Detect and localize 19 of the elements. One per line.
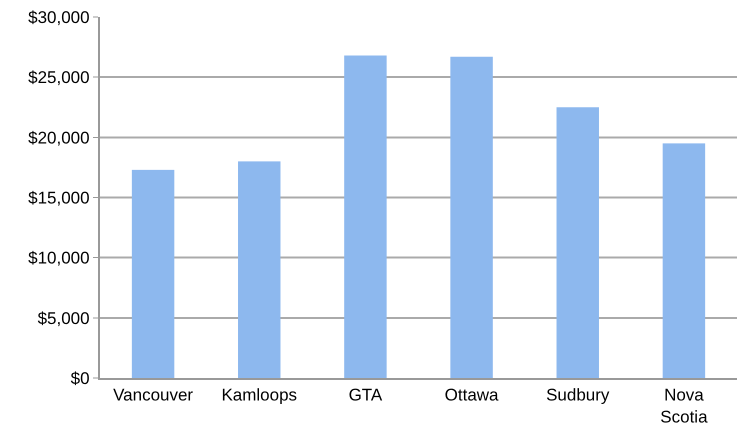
bar <box>238 161 280 378</box>
x-tick-label: Sudbury <box>546 385 610 404</box>
y-tick-label: $25,000 <box>28 68 90 88</box>
bar <box>344 56 387 378</box>
x-tick-label: Vancouver <box>113 385 194 404</box>
y-tick-label: $5,000 <box>38 308 90 328</box>
y-tick-label: $10,000 <box>28 248 90 268</box>
x-tick-label: Kamloops <box>221 385 298 404</box>
y-tick-label: $15,000 <box>28 188 90 208</box>
y-tick-label: $30,000 <box>28 8 90 27</box>
bar <box>662 143 706 378</box>
y-tick-label: $20,000 <box>28 128 90 148</box>
x-tick-label: Ottawa <box>444 385 500 404</box>
x-tick-label: Nova Scotia <box>660 385 708 426</box>
y-tick-label: $0 <box>70 368 90 388</box>
bar <box>132 170 174 378</box>
bar <box>556 107 599 378</box>
x-tick-label: GTA <box>348 385 383 404</box>
bar <box>450 56 493 378</box>
